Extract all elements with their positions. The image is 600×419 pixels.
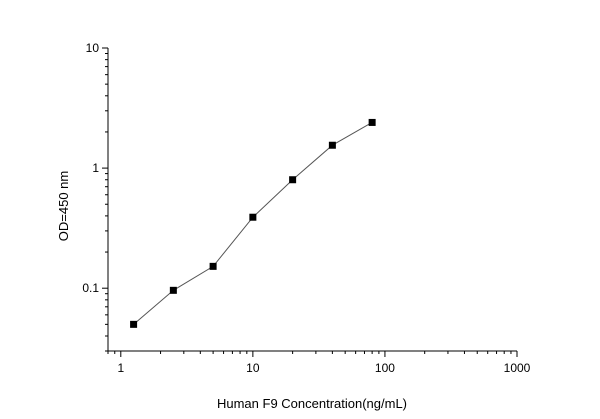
data-point (209, 262, 217, 270)
data-point (368, 118, 376, 126)
data-point (169, 286, 177, 294)
x-tick-label: 100 (375, 361, 395, 375)
data-point (328, 141, 336, 149)
data-point (130, 320, 138, 328)
y-tick-label: 1 (92, 161, 99, 175)
x-axis-title: Human F9 Concentration(ng/mL) (217, 396, 407, 411)
x-tick-label: 10 (246, 361, 260, 375)
ticks (102, 47, 518, 357)
data-points (130, 118, 376, 328)
x-tick-label: 1 (117, 361, 124, 375)
series-line (133, 121, 373, 325)
y-tick-label: 0.1 (82, 281, 99, 295)
x-tick-label: 1000 (504, 361, 531, 375)
data-point (249, 213, 257, 221)
axes (107, 48, 517, 352)
y-axis-title: OD=450 nm (56, 171, 71, 241)
tick-labels: 1 10 100 1000 0.1 1 10 (82, 41, 530, 375)
y-tick-label: 10 (86, 41, 100, 55)
data-point (289, 176, 297, 184)
